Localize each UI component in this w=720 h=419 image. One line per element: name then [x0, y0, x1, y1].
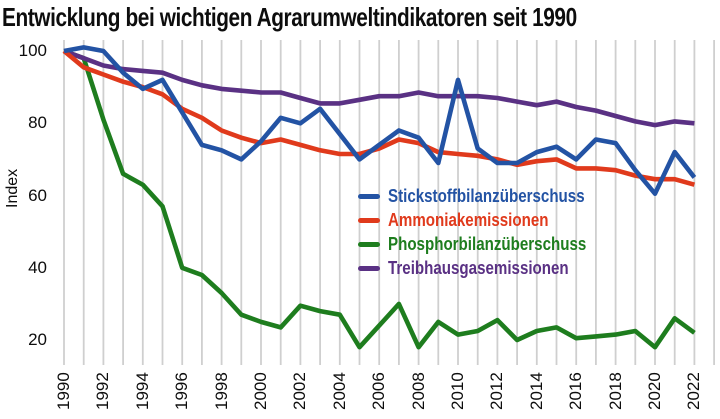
legend-label-phosphor: Phosphorbilanzüberschuss: [388, 233, 587, 254]
y-tick-label-20: 20: [28, 330, 47, 349]
x-tick-label-2018: 2018: [605, 372, 625, 410]
gridline-group: [63, 40, 715, 365]
legend-swatch-ammoniak-icon: [358, 217, 380, 223]
x-tick-label-2014: 2014: [526, 372, 546, 410]
x-tick-label-2010: 2010: [448, 372, 467, 410]
y-tick-label-100: 100: [18, 41, 47, 60]
legend: Stickstoffbilanzüberschuss Ammoniakemiss…: [358, 184, 624, 280]
series-line-stickstoffbilanzüberschuss: [63, 45, 697, 196]
x-tick-label-2008: 2008: [408, 372, 428, 410]
series-line-treibhausgasemissionen: [63, 48, 695, 128]
legend-label-stickstoff: Stickstoffbilanzüberschuss: [388, 185, 585, 206]
series-line-ammoniakemissionen: [62, 49, 696, 187]
x-tick-label-2002: 2002: [290, 372, 310, 410]
x-tick-label-2012: 2012: [487, 372, 507, 410]
legend-swatch-stickstoff-icon: [358, 193, 380, 199]
y-tick-label-60: 60: [28, 185, 47, 205]
x-tick-label-1992: 1992: [93, 372, 113, 410]
legend-swatch-treibhausgas-icon: [358, 265, 380, 271]
legend-label-ammoniak: Ammoniakemissionen: [388, 209, 549, 230]
x-tick-label-2000: 2000: [251, 372, 270, 410]
legend-item-stickstoff: Stickstoffbilanzüberschuss: [358, 184, 624, 208]
x-tick-label-2006: 2006: [369, 372, 389, 410]
x-tick-label-1994: 1994: [132, 372, 152, 410]
x-tick-label-2020: 2020: [645, 372, 664, 410]
y-tick-label-40: 40: [28, 257, 47, 277]
x-tick-label-1990: 1990: [54, 372, 73, 410]
legend-label-treibhausgas: Treibhausgasemissionen: [388, 257, 569, 278]
x-tick-label-2022: 2022: [684, 372, 704, 410]
legend-item-phosphor: Phosphorbilanzüberschuss: [358, 232, 624, 256]
legend-item-treibhausgas: Treibhausgasemissionen: [358, 256, 624, 280]
x-tick-label-1996: 1996: [172, 372, 192, 410]
chart-title: Entwicklung bei wichtigen Agrarumweltind…: [2, 2, 577, 32]
legend-item-ammoniak: Ammoniakemissionen: [358, 208, 624, 232]
legend-swatch-phosphor-icon: [358, 241, 380, 247]
series-line-group: [62, 45, 697, 350]
x-tick-label-2016: 2016: [566, 372, 586, 410]
x-tick-label-1998: 1998: [211, 372, 231, 410]
series-line-phosphorbilanzüberschuss: [63, 48, 696, 350]
y-tick-label-80: 80: [28, 113, 47, 133]
x-tick-label-2004: 2004: [329, 372, 349, 410]
